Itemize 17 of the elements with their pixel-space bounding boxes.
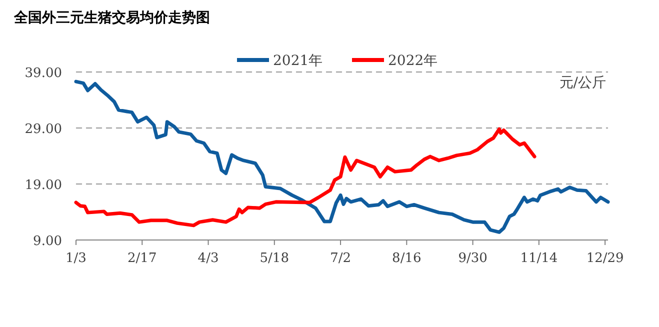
- x-tick-label: 7/2: [330, 251, 351, 266]
- y-tick-label: 9.00: [33, 234, 62, 249]
- x-tick-label: 9/30: [458, 251, 488, 266]
- x-tick-label: 8/16: [392, 251, 422, 266]
- legend-label: 2022年: [388, 53, 438, 69]
- chart-title: 全国外三元生猪交易均价走势图: [13, 9, 210, 26]
- legend-label: 2021年: [273, 53, 323, 69]
- y-tick-label: 29.00: [24, 122, 62, 137]
- y-axis-title: 元/公斤: [559, 75, 606, 91]
- x-tick-label: 12/29: [586, 251, 624, 266]
- x-tick-label: 11/14: [520, 251, 558, 266]
- x-tick-label: 5/18: [260, 251, 289, 266]
- y-tick-label: 39.00: [24, 66, 62, 81]
- x-tick-label: 4/3: [198, 251, 219, 266]
- y-tick-label: 19.00: [24, 178, 62, 193]
- x-tick-label: 1/3: [66, 251, 86, 266]
- x-tick-label: 2/17: [128, 251, 157, 266]
